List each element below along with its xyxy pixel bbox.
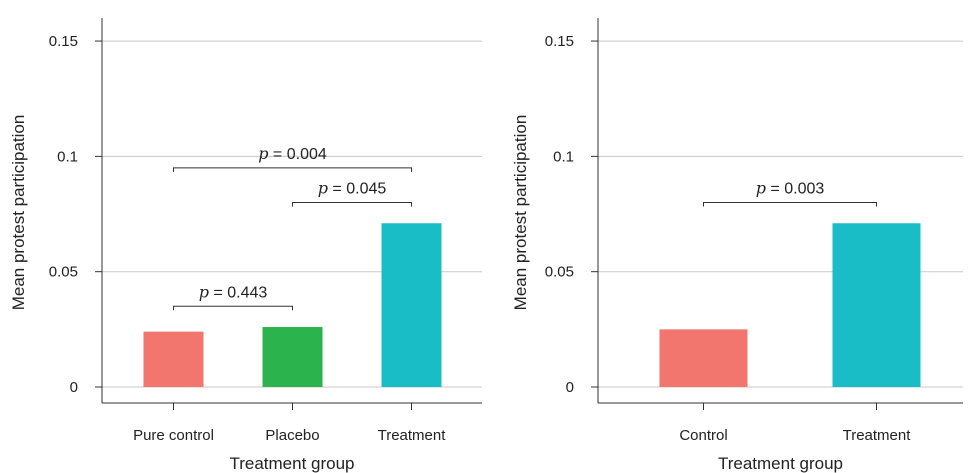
y-tick-label: 0 <box>70 379 78 396</box>
y-tick-label: 0 <box>566 379 574 396</box>
significance-bracket <box>173 167 412 172</box>
p-value-symbol: p <box>258 144 268 163</box>
bar-pure-control <box>143 331 204 387</box>
x-tick-label: Placebo <box>265 427 319 444</box>
y-tick-label: 0.1 <box>57 148 78 165</box>
p-value-text: = 0.045 <box>328 181 386 198</box>
x-axis-title: Treatment group <box>229 454 354 473</box>
significance-bracket <box>292 202 412 207</box>
y-tick-label: 0.05 <box>49 264 78 281</box>
p-value-text: = 0.003 <box>766 181 824 198</box>
significance-bracket <box>703 202 877 207</box>
y-axis-title: Mean protest participation <box>511 115 530 311</box>
bar-treatment <box>832 223 921 387</box>
p-value-label: p = 0.443 <box>199 282 268 301</box>
y-tick-label: 0.1 <box>553 148 574 165</box>
y-tick-label: 0.15 <box>545 33 574 50</box>
p-value-symbol: p <box>199 282 209 301</box>
p-value-text: = 0.443 <box>209 284 267 301</box>
y-tick-label: 0.15 <box>49 33 78 50</box>
left-chart-panel: 0 0.05 0.1 0.15 Pure control Placebo Treatment… <box>9 18 482 473</box>
bar-treatment <box>381 223 442 387</box>
p-value-label: p = 0.004 <box>258 144 327 163</box>
x-tick-label: Treatment <box>843 427 912 444</box>
p-value-text: = 0.004 <box>268 146 326 163</box>
bar-placebo <box>262 327 323 387</box>
significance-bracket <box>173 305 293 311</box>
p-value-symbol: p <box>318 179 328 198</box>
p-value-label: p = 0.045 <box>318 179 387 198</box>
x-tick-label: Treatment <box>378 427 447 444</box>
p-value-symbol: p <box>756 179 766 198</box>
x-axis-title: Treatment group <box>718 454 843 473</box>
x-tick-label: Pure control <box>133 427 214 444</box>
x-tick-label: Control <box>679 427 727 444</box>
y-axis-title: Mean protest participation <box>9 115 28 311</box>
y-tick-label: 0.05 <box>545 264 574 281</box>
bar-control <box>659 329 748 387</box>
p-value-label: p = 0.003 <box>756 179 825 198</box>
